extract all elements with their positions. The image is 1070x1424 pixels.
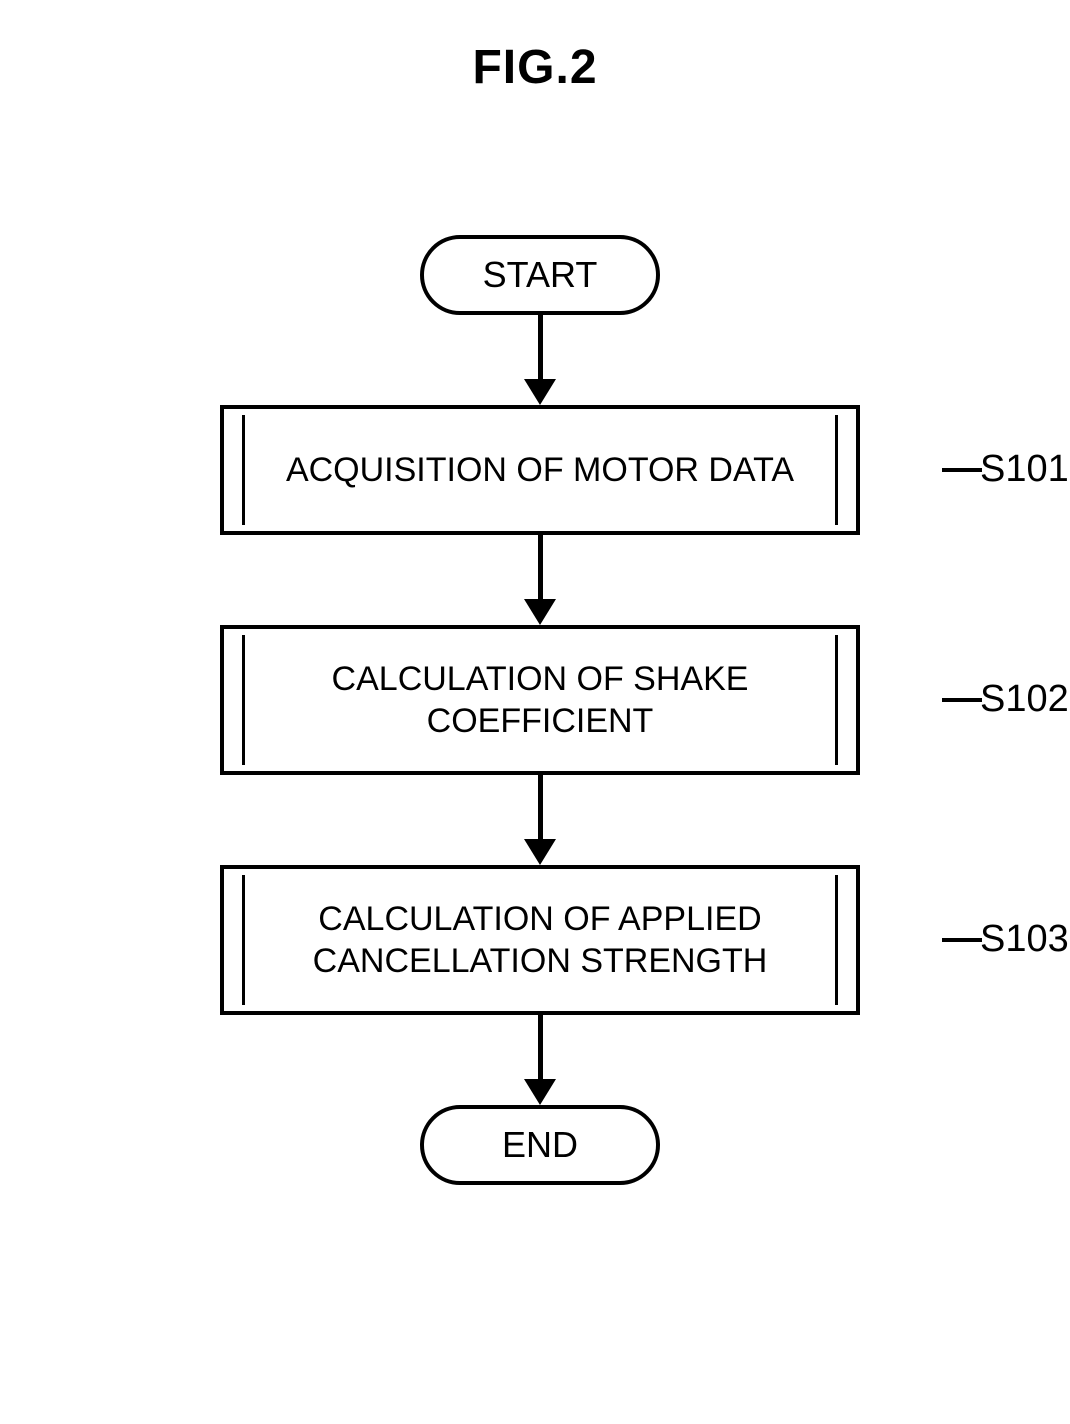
arrow-4 xyxy=(220,1015,860,1105)
start-terminal: START xyxy=(420,235,660,315)
step-label-1: S101 xyxy=(980,448,1069,491)
arrow-3 xyxy=(220,775,860,865)
connector-1 xyxy=(942,468,982,472)
connector-3 xyxy=(942,938,982,942)
start-label: START xyxy=(483,254,598,296)
arrow-1 xyxy=(220,315,860,405)
connector-2 xyxy=(942,698,982,702)
process-step-2: CALCULATION OF SHAKE COEFFICIENT xyxy=(220,625,860,775)
step-label-2: S102 xyxy=(980,678,1069,721)
process-text-3: CALCULATION OF APPLIED CANCELLATION STRE… xyxy=(224,898,856,983)
figure-title: FIG.2 xyxy=(0,0,1070,95)
process-step-3: CALCULATION OF APPLIED CANCELLATION STRE… xyxy=(220,865,860,1015)
end-terminal: END xyxy=(420,1105,660,1185)
end-label: END xyxy=(502,1124,578,1166)
process-text-1: ACQUISITION OF MOTOR DATA xyxy=(246,449,834,492)
arrow-2 xyxy=(220,535,860,625)
process-step-1: ACQUISITION OF MOTOR DATA xyxy=(220,405,860,535)
process-text-2: CALCULATION OF SHAKE COEFFICIENT xyxy=(224,658,856,743)
flowchart-container: START ACQUISITION OF MOTOR DATA S101 CAL… xyxy=(150,235,930,1185)
step-label-3: S103 xyxy=(980,918,1069,961)
